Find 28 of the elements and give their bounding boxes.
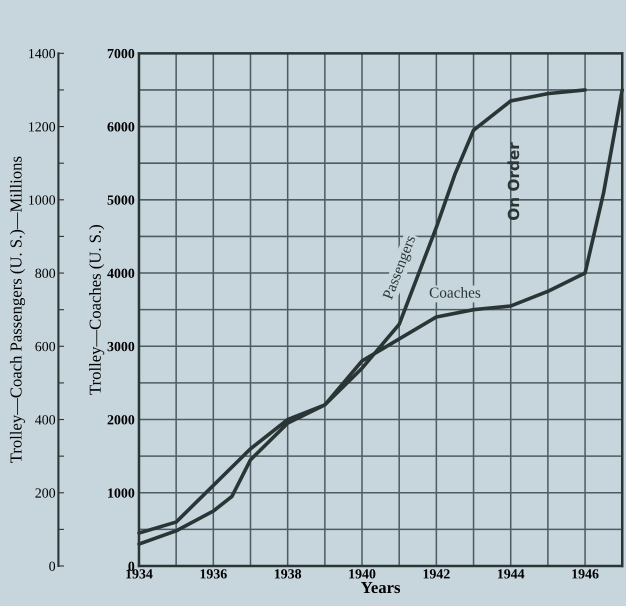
x-tick-label: 1940 — [349, 569, 376, 579]
x-tick-label: 1942 — [424, 569, 450, 579]
y2-tick-label: 200 — [35, 488, 56, 498]
x-tick-label: 1938 — [274, 569, 302, 579]
x-axis-title: Years — [361, 582, 400, 594]
y2-tick-label: 400 — [35, 415, 56, 424]
y2-tick-label: 1200 — [29, 122, 56, 132]
y-axis-title: Trolley—Coaches (U. S.) — [89, 225, 104, 395]
y-tick-label: 4000 — [107, 268, 134, 278]
series-label: Coaches — [430, 286, 480, 298]
y-tick-label: 0 — [128, 562, 134, 571]
y-tick-label: 6000 — [108, 122, 134, 132]
x-tick-label: 1944 — [498, 569, 524, 579]
y2-axis-title: Trolley—Coach Passengers (U. S.)—Millions — [10, 156, 26, 463]
y-tick-label: 3000 — [108, 342, 134, 352]
x-tick-label: 1946 — [572, 569, 599, 579]
y2-tick-label: 1000 — [29, 195, 56, 205]
y2-tick-label: 800 — [35, 268, 56, 278]
annotation: On Order — [507, 142, 520, 220]
x-tick-label: 1934 — [126, 569, 153, 579]
y-tick-label: 5000 — [108, 195, 134, 205]
y2-tick-label: 600 — [35, 342, 56, 352]
y-tick-label: 2000 — [108, 415, 134, 424]
y-tick-label: 7000 — [108, 48, 134, 58]
y-tick-label: 1000 — [108, 488, 134, 498]
x-tick-label: 1936 — [200, 569, 227, 579]
y2-tick-label: 0 — [49, 562, 56, 571]
y2-tick-label: 1400 — [29, 48, 56, 58]
